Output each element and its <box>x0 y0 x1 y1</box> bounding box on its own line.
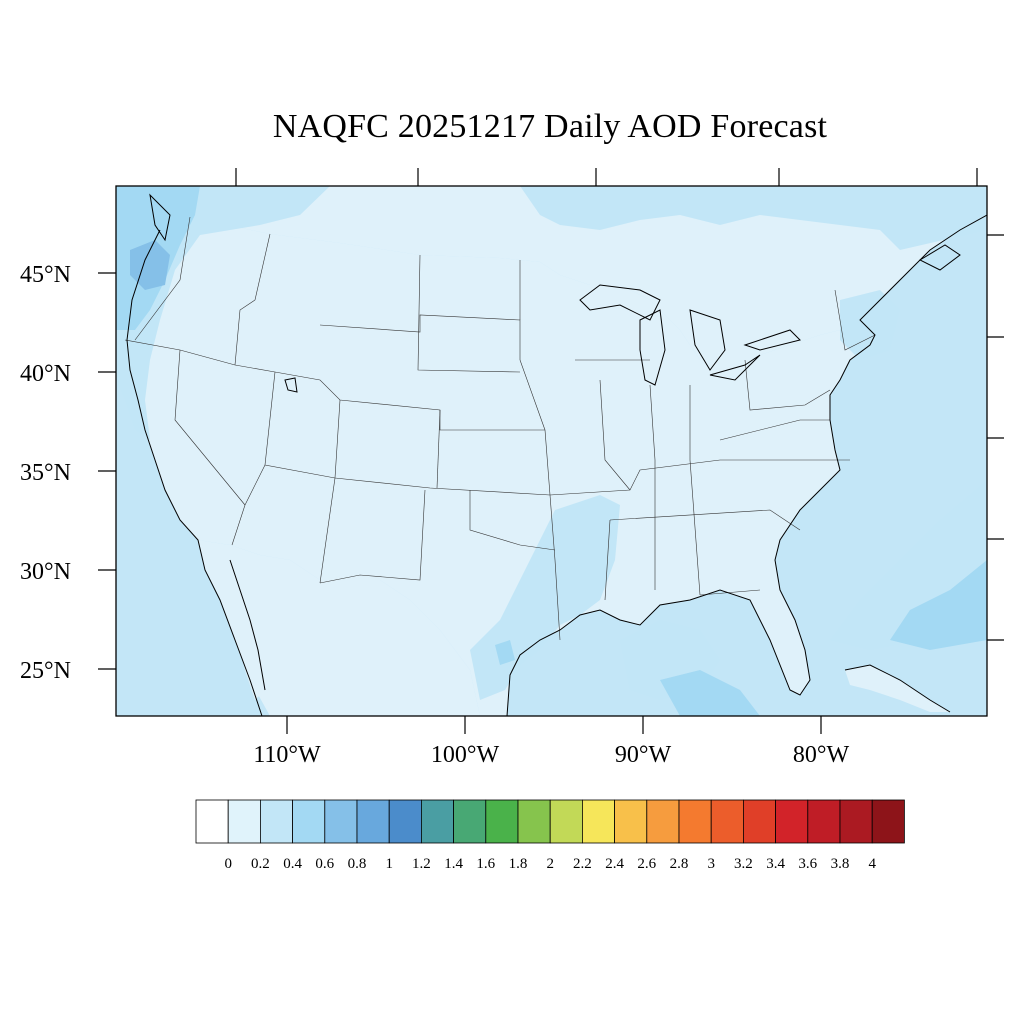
colorbar-tick-label: 0.4 <box>283 856 302 872</box>
colorbar <box>195 799 905 844</box>
lon-label-90: 90°W <box>615 742 672 768</box>
colorbar-tick-label: 0.8 <box>348 856 367 872</box>
top-ticks <box>235 168 978 186</box>
aod-field <box>116 186 987 716</box>
colorbar-tick-label: 1 <box>385 856 393 872</box>
left-ticks <box>98 272 116 670</box>
colorbar-tick-label: 0 <box>224 856 232 872</box>
colorbar-tick-label: 0.2 <box>251 856 270 872</box>
colorbar-tick-label: 4 <box>868 856 876 872</box>
colorbar-swatch <box>259 799 293 844</box>
colorbar-tick-label: 1.4 <box>444 856 463 872</box>
colorbar-swatch <box>356 799 390 844</box>
colorbar-swatch <box>646 799 680 844</box>
colorbar-tick-label: 3.6 <box>798 856 817 872</box>
colorbar-swatch <box>453 799 487 844</box>
lat-label-45: 45°N <box>20 262 71 288</box>
cuba-land <box>845 665 950 712</box>
lat-label-30: 30°N <box>20 559 71 585</box>
canada-land <box>116 186 987 380</box>
colorbar-tick-label: 1.2 <box>412 856 431 872</box>
lon-label-100: 100°W <box>431 742 500 768</box>
lat-label-35: 35°N <box>20 460 71 486</box>
colorbar-tick-label: 1.8 <box>509 856 528 872</box>
colorbar-swatch <box>517 799 551 844</box>
lat-labels: 45°N 40°N 35°N 30°N 25°N <box>20 262 71 684</box>
mexico-land <box>198 540 480 716</box>
colorbar-tick-label: 1.6 <box>476 856 495 872</box>
lon-label-110: 110°W <box>253 742 321 768</box>
colorbar-swatch <box>775 799 809 844</box>
state-borders <box>124 216 876 641</box>
colorbar-swatch <box>678 799 712 844</box>
colorbar-labels: 0 0.2 0.4 0.6 0.8 1 1.2 1.4 1.6 1.8 2 2.2 2.4 2.6 2.8 3… <box>224 856 876 872</box>
colorbar-swatch <box>710 799 744 844</box>
colorbar-swatch <box>388 799 422 844</box>
map-frame <box>115 185 988 717</box>
coastlines <box>126 193 987 716</box>
colorbar-swatch <box>614 799 648 844</box>
colorbar-swatch <box>743 799 777 844</box>
colorbar-tick-label: 2.4 <box>605 856 624 872</box>
lat-label-40: 40°N <box>20 361 71 387</box>
colorbar-swatch <box>839 799 873 844</box>
lon-label-80: 80°W <box>793 742 850 768</box>
colorbar-tick-label: 2 <box>546 856 554 872</box>
colorbar-tick-label: 3 <box>707 856 715 872</box>
colorbar-tick-label: 2.2 <box>573 856 592 872</box>
aod-band-0.6-0.8 <box>130 240 170 290</box>
lat-label-25: 25°N <box>20 658 71 684</box>
map-title: NAQFC 20251217 Daily AOD Forecast <box>272 108 828 145</box>
colorbar-swatch <box>292 799 326 844</box>
lon-labels: 110°W 100°W 90°W 80°W <box>253 742 849 768</box>
colorbar-swatch <box>807 799 841 844</box>
colorbar-swatch <box>227 799 261 844</box>
colorbar-swatch <box>195 799 229 844</box>
right-ticks <box>987 234 1004 641</box>
colorbar-swatch <box>582 799 616 844</box>
colorbar-tick-label: 0.6 <box>315 856 334 872</box>
colorbar-tick-label: 2.6 <box>637 856 656 872</box>
colorbar-tick-label: 2.8 <box>670 856 689 872</box>
colorbar-swatch <box>549 799 583 844</box>
baja-land <box>225 560 265 700</box>
colorbar-tick-label: 3.8 <box>831 856 850 872</box>
bottom-ticks <box>286 716 822 734</box>
colorbar-tick-label: 3.4 <box>766 856 785 872</box>
colorbar-swatch <box>420 799 454 844</box>
colorbar-swatch <box>324 799 358 844</box>
conus-land <box>127 217 875 716</box>
colorbar-swatch <box>871 799 905 844</box>
colorbar-swatch <box>485 799 519 844</box>
colorbar-tick-label: 3.2 <box>734 856 753 872</box>
